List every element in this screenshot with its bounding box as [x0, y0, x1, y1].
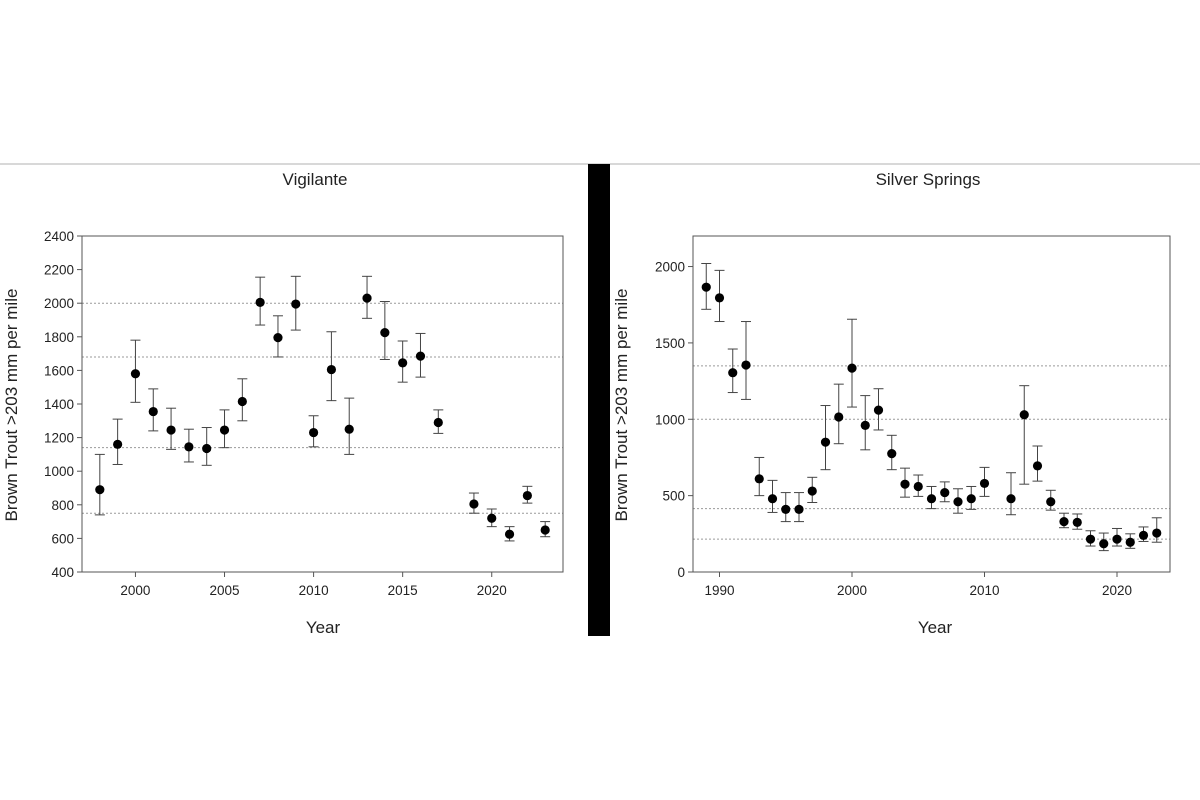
data-point — [504, 529, 515, 539]
y-tick-label: 800 — [51, 498, 74, 513]
y-tick-label: 400 — [51, 565, 74, 580]
y-tick-label: 600 — [51, 531, 74, 546]
y-tick-label: 0 — [677, 565, 685, 580]
data-point — [1125, 537, 1135, 547]
data-point — [1046, 497, 1056, 507]
y-tick-label: 2000 — [655, 260, 685, 275]
data-point — [887, 449, 897, 459]
data-point — [380, 328, 390, 338]
data-point — [308, 427, 319, 438]
y-tick-label: 1600 — [44, 363, 74, 378]
y-tick-label: 1800 — [44, 330, 74, 345]
data-point — [362, 293, 372, 303]
data-point — [900, 479, 910, 489]
plot-area — [692, 235, 1171, 573]
data-point — [326, 364, 337, 375]
data-point — [807, 486, 817, 496]
data-point — [398, 358, 408, 368]
data-point — [953, 497, 963, 507]
data-point — [1032, 461, 1043, 471]
data-point — [130, 369, 141, 379]
data-point — [728, 368, 738, 378]
data-point — [701, 282, 711, 292]
data-point — [754, 474, 764, 484]
data-point — [1099, 539, 1109, 549]
data-point — [926, 494, 937, 504]
silver-springs-chart: Silver Springs 0 500 1000 1500 2000 1990 2000… — [612, 170, 1171, 637]
y-tick-label: 2000 — [44, 296, 74, 311]
x-tick-label: 2010 — [969, 583, 999, 598]
data-point — [148, 406, 158, 417]
x-tick-label: 2005 — [209, 583, 239, 598]
data-point — [714, 293, 725, 303]
y-tick-label: 1000 — [44, 464, 74, 479]
data-point — [255, 297, 265, 307]
data-point — [767, 494, 778, 504]
x-tick-label: 1990 — [704, 583, 734, 598]
data-point — [95, 485, 105, 495]
data-point — [1152, 528, 1162, 538]
data-point — [1112, 534, 1122, 544]
data-point — [113, 439, 123, 449]
data-point — [913, 481, 923, 492]
y-tick-label: 2200 — [44, 263, 74, 278]
data-point — [1138, 530, 1149, 540]
data-point — [540, 525, 550, 535]
data-point — [873, 405, 884, 415]
data-point — [847, 363, 857, 373]
x-axis-label: Year — [918, 618, 953, 637]
data-point — [860, 420, 870, 430]
data-point — [1085, 534, 1096, 544]
y-tick-label: 1200 — [44, 431, 74, 446]
y-tick-label: 500 — [662, 489, 685, 504]
data-point — [820, 437, 831, 447]
data-point — [1019, 410, 1029, 420]
y-tick-label: 1000 — [655, 412, 685, 427]
y-tick-label: 2400 — [44, 229, 74, 244]
data-point — [433, 417, 443, 428]
chart-title: Vigilante — [283, 170, 348, 189]
x-tick-label: 2000 — [837, 583, 867, 598]
x-tick-label: 2020 — [477, 583, 507, 598]
data-point — [1072, 517, 1082, 527]
data-point — [940, 487, 950, 498]
data-point — [273, 333, 283, 343]
data-point — [166, 425, 176, 435]
data-point — [1006, 494, 1016, 504]
y-tick-label: 1500 — [655, 336, 685, 351]
data-point — [291, 299, 301, 309]
data-point — [184, 442, 194, 452]
data-point — [741, 360, 751, 370]
data-point — [979, 478, 990, 489]
data-point — [415, 351, 426, 361]
data-point — [487, 513, 497, 523]
plot-area — [81, 235, 564, 573]
panel-separator-bar — [588, 164, 610, 636]
x-tick-label: 2010 — [299, 583, 329, 598]
data-point — [966, 494, 976, 504]
data-point — [237, 396, 247, 407]
data-point — [219, 425, 230, 435]
data-point — [522, 490, 532, 501]
data-point — [1059, 517, 1069, 527]
data-point — [834, 412, 844, 422]
y-axis-label: Brown Trout >203 mm per mile — [612, 289, 631, 522]
x-tick-label: 2015 — [388, 583, 418, 598]
x-axis-label: Year — [306, 618, 341, 637]
data-point — [781, 504, 791, 514]
data-point — [794, 504, 804, 514]
y-tick-label: 1400 — [44, 397, 74, 412]
data-point — [344, 424, 354, 434]
data-point — [469, 499, 479, 509]
x-tick-label: 2000 — [120, 583, 150, 598]
vigilante-chart: Vigilante 400 600 800 1000 1200 1400 1600 1800 2… — [2, 170, 564, 637]
x-tick-label: 2020 — [1102, 583, 1132, 598]
y-axis-label: Brown Trout >203 mm per mile — [2, 289, 21, 522]
chart-title: Silver Springs — [876, 170, 981, 189]
data-point — [202, 443, 212, 454]
